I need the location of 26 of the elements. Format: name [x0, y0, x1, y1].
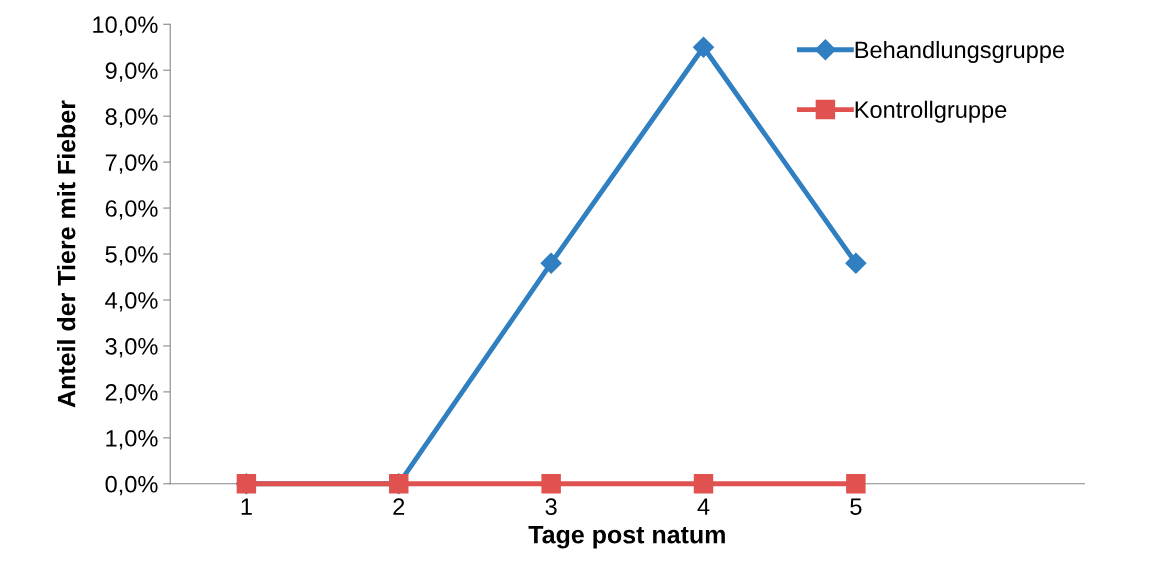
- legend-label: Kontrollgruppe: [855, 100, 1007, 123]
- y-tick-label: 7,0%: [105, 154, 158, 174]
- y-tick-label: 8,0%: [105, 108, 158, 128]
- point: [692, 36, 715, 58]
- x-tick-label: 1: [241, 498, 252, 515]
- y-tick-label: 10,0%: [93, 16, 158, 36]
- y-tick-label: 1,0%: [106, 429, 158, 450]
- y-tick-label: 2,0%: [105, 383, 158, 404]
- point: [846, 474, 866, 494]
- y-tick-label: 0,0%: [105, 475, 158, 496]
- legend-label: Behandlungsgruppe: [855, 40, 1065, 63]
- y-tick-label: 4,0%: [105, 292, 158, 312]
- y-tick-label: 5,0%: [105, 246, 158, 266]
- y-tick-label: 6,0%: [105, 200, 158, 220]
- y-tick-label: 9,0%: [105, 62, 158, 82]
- y-tick-label: 3,0%: [105, 338, 158, 358]
- point: [693, 474, 714, 494]
- x-tick-label: 4: [697, 498, 710, 515]
- point: [541, 474, 561, 494]
- x-tick-label: 5: [850, 498, 862, 516]
- y-axis-title: Anteil der Tiere mit Fieber: [57, 100, 76, 408]
- point: [845, 252, 867, 274]
- point: [540, 252, 562, 274]
- x-tick-label: 3: [545, 498, 557, 516]
- x-tick-label: 2: [393, 498, 405, 515]
- x-axis-title: Tage post natum: [528, 526, 725, 549]
